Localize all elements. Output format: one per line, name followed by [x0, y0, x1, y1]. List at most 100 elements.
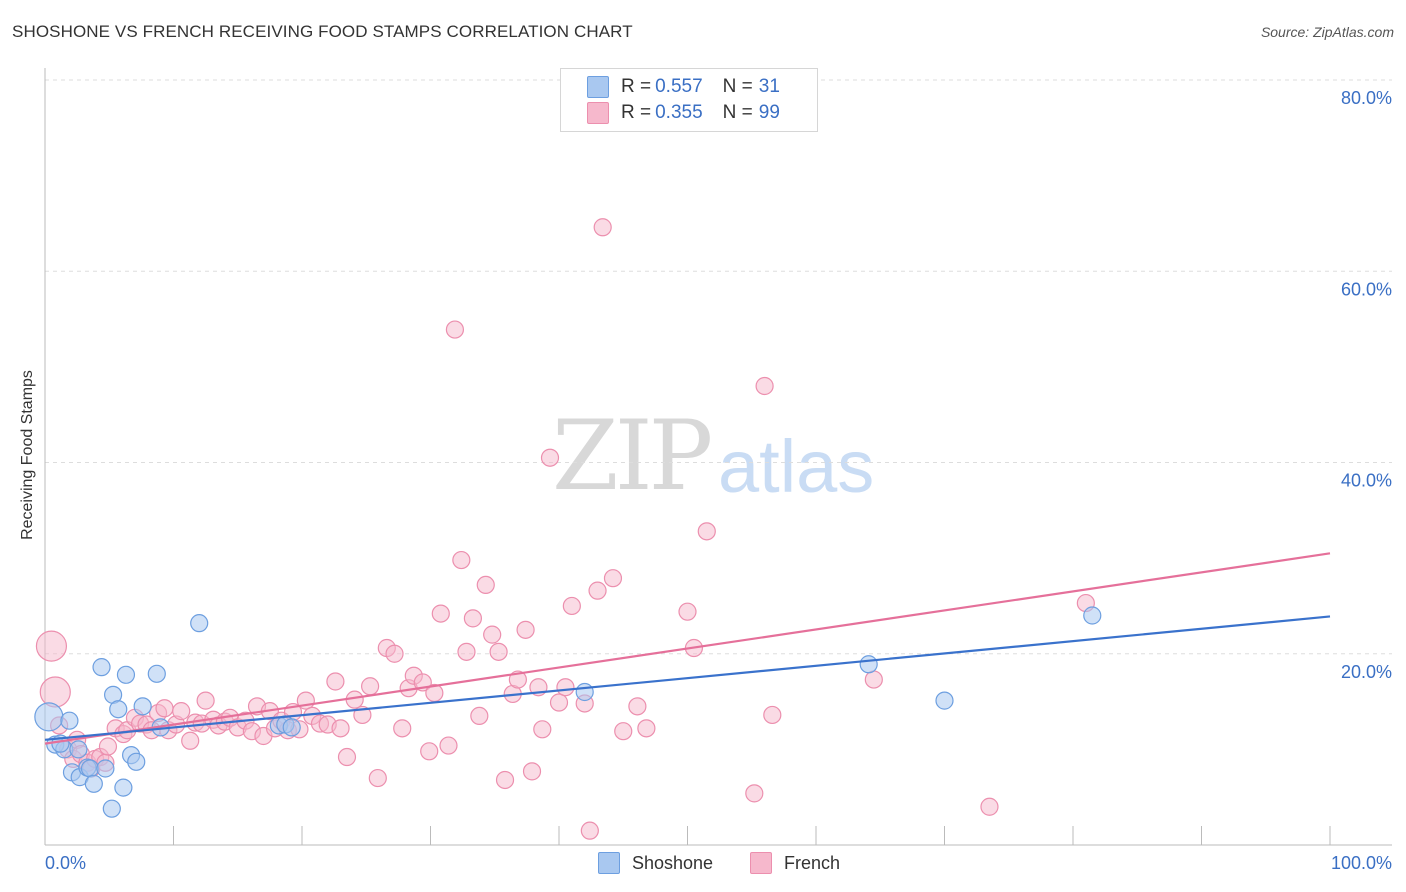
- legend-n-label: N =: [722, 102, 753, 123]
- legend-n-value: 31: [758, 76, 780, 97]
- legend-label-french: French: [784, 852, 841, 873]
- watermark-atlas: atlas: [718, 425, 875, 508]
- shoshone-point: [859, 655, 878, 674]
- legend-n-value: 99: [758, 102, 780, 123]
- french-point: [463, 609, 483, 628]
- shoshone-point: [127, 752, 146, 771]
- french-point: [98, 737, 118, 756]
- french-point: [495, 770, 515, 790]
- french-point: [337, 747, 357, 767]
- shoshone-point: [575, 682, 594, 702]
- legend-n-label: N =: [722, 76, 753, 97]
- shoshone-point: [282, 718, 301, 737]
- french-point: [476, 575, 495, 595]
- french-trendline: [44, 552, 1331, 745]
- shoshone-point: [1083, 606, 1102, 625]
- french-point: [452, 550, 471, 570]
- legend-item-shoshone[interactable]: Shoshone: [598, 852, 713, 874]
- stats-legend: R = 0.557 N = 31 R = 0.355 N = 99: [560, 68, 818, 132]
- series-legend: Shoshone French: [0, 852, 1406, 878]
- french-point: [516, 620, 535, 639]
- french-point: [489, 642, 508, 661]
- french-point: [155, 699, 174, 718]
- watermark-zip: ZIP: [552, 400, 713, 512]
- shoshone-point: [935, 691, 954, 710]
- french-point: [522, 762, 542, 781]
- french-point: [420, 742, 439, 761]
- shoshone-point: [80, 759, 100, 778]
- french-point: [431, 604, 450, 623]
- shoshone-point: [92, 658, 111, 677]
- french-point: [755, 376, 774, 396]
- french-point: [361, 677, 380, 696]
- french-point: [697, 522, 716, 541]
- shoshone-point: [190, 614, 209, 633]
- shoshone-point: [102, 799, 121, 818]
- y-tick-label: 40.0%: [1341, 471, 1392, 491]
- french-point: [763, 705, 782, 725]
- french-point: [745, 784, 764, 803]
- french-point: [540, 448, 560, 467]
- french-point: [385, 644, 404, 663]
- shoshone-swatch: [598, 852, 620, 874]
- french-point: [445, 320, 465, 339]
- french-point: [614, 722, 633, 741]
- legend-r-label: R =: [621, 102, 652, 123]
- french-point: [980, 797, 999, 816]
- chart-title: SHOSHONE VS FRENCH RECEIVING FOOD STAMPS…: [12, 22, 633, 41]
- shoshone-swatch: [587, 76, 609, 98]
- french-point: [457, 642, 476, 661]
- french-swatch: [750, 852, 772, 874]
- x-tick-label: 100.0%: [1331, 853, 1392, 873]
- french-point: [628, 697, 647, 716]
- shoshone-point: [133, 697, 152, 716]
- french-point: [588, 581, 607, 600]
- legend-r-value: 0.355: [655, 102, 703, 123]
- french-point: [593, 218, 612, 237]
- legend-label-shoshone: Shoshone: [632, 852, 714, 873]
- french-point: [603, 569, 623, 588]
- shoshone-point: [116, 665, 136, 684]
- legend-row-french: R = 0.355 N = 99: [587, 101, 780, 125]
- french-point: [196, 691, 215, 710]
- french-point: [549, 693, 569, 712]
- legend-item-french[interactable]: French: [750, 852, 840, 874]
- x-tick-label: 0.0%: [45, 853, 86, 873]
- french-point: [533, 720, 552, 739]
- y-tick-label: 20.0%: [1341, 662, 1392, 682]
- legend-row-shoshone: R = 0.557 N = 31: [587, 75, 780, 99]
- french-point: [368, 768, 387, 788]
- shoshone-point: [109, 700, 128, 719]
- french-point: [556, 678, 575, 697]
- legend-r-label: R =: [621, 76, 652, 97]
- shoshone-point: [69, 740, 88, 759]
- source-label: Source: ZipAtlas.com: [1260, 24, 1394, 40]
- y-tick-label: 60.0%: [1341, 279, 1392, 299]
- shoshone-point: [34, 702, 64, 732]
- y-tick-label: 80.0%: [1341, 88, 1392, 108]
- french-point: [864, 670, 883, 689]
- french-point: [172, 702, 191, 721]
- french-point: [580, 821, 599, 840]
- french-point: [39, 676, 71, 708]
- french-point: [483, 625, 502, 644]
- french-point: [393, 719, 412, 738]
- french-point: [331, 719, 350, 738]
- shoshone-trendline: [44, 615, 1331, 741]
- french-swatch: [587, 102, 609, 124]
- shoshone-point: [96, 759, 115, 778]
- shoshone-point: [114, 778, 133, 797]
- shoshone-point: [84, 774, 103, 793]
- french-point: [678, 602, 697, 621]
- french-point: [181, 731, 200, 750]
- legend-r-value: 0.557: [655, 76, 703, 97]
- french-point: [562, 596, 581, 616]
- french-point: [470, 706, 489, 726]
- french-point: [326, 672, 345, 691]
- french-point: [439, 736, 458, 755]
- shoshone-point: [60, 711, 79, 730]
- french-point: [637, 719, 656, 738]
- french-point: [35, 630, 68, 662]
- shoshone-point: [147, 664, 166, 683]
